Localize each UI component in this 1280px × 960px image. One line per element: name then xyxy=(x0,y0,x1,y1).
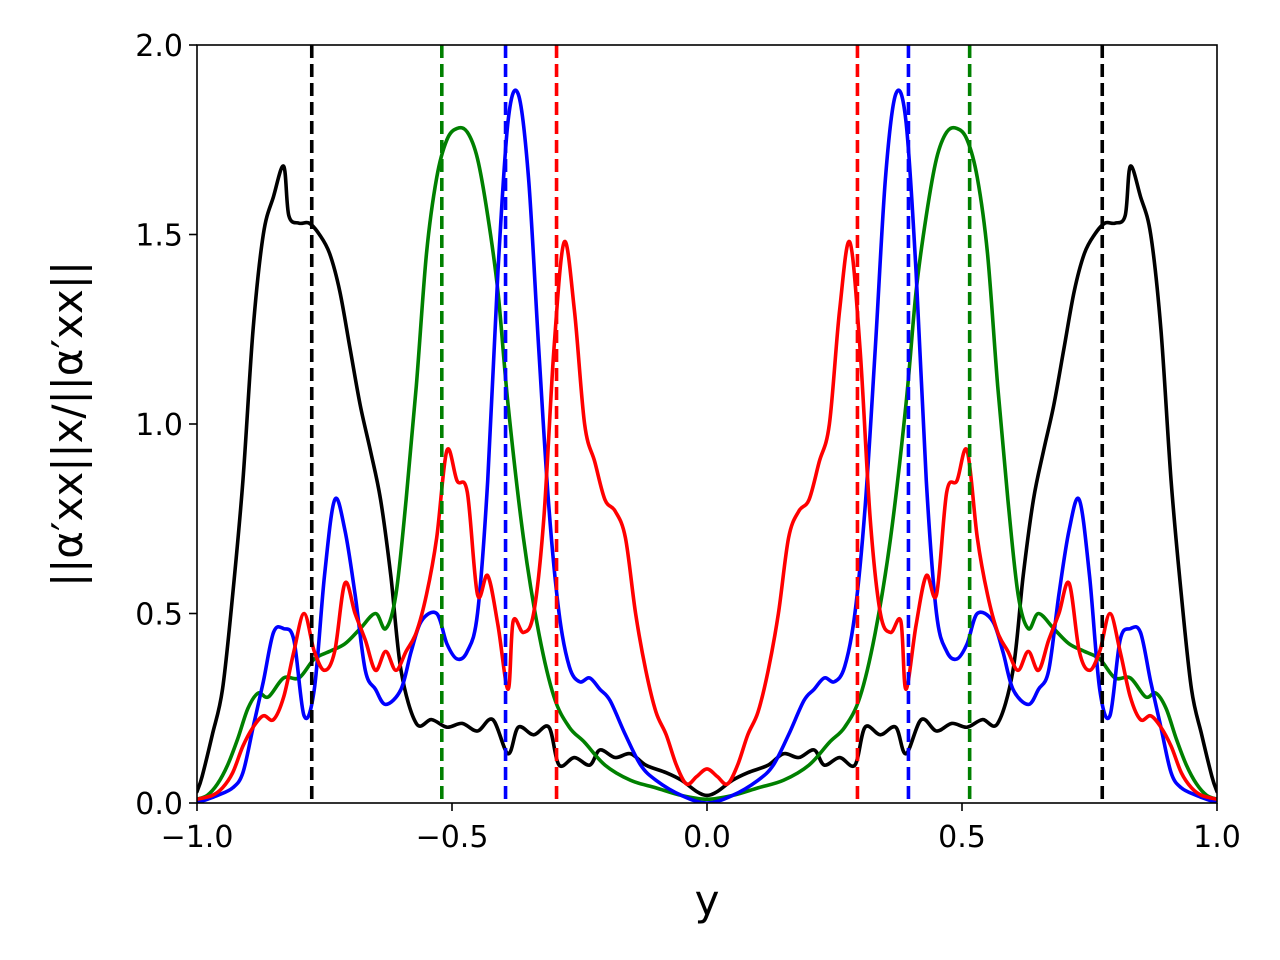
y-tick-label: 1.0 xyxy=(135,408,183,443)
series-line-3 xyxy=(197,88,1217,803)
series-line-4 xyxy=(197,239,1217,802)
y-axis-ticks: 0.0 0.5 1.0 1.5 2.0 xyxy=(135,29,197,822)
y-tick-label: 2.0 xyxy=(135,29,183,64)
y-axis-label: ||α′xx||x/||α′xx|| xyxy=(43,261,92,587)
y-tick-label: 0.5 xyxy=(135,598,183,633)
x-tick-label: 1.0 xyxy=(1193,820,1241,855)
x-axis-ticks: −1.0 −0.5 0.0 0.5 1.0 xyxy=(161,803,1241,855)
series-layer xyxy=(197,45,1217,803)
x-tick-label: −0.5 xyxy=(416,820,489,855)
y-tick-label: 0.0 xyxy=(135,787,183,822)
x-tick-label: 0.5 xyxy=(938,820,986,855)
x-tick-label: −1.0 xyxy=(161,820,234,855)
x-tick-label: 0.0 xyxy=(683,820,731,855)
y-tick-label: 1.5 xyxy=(135,219,183,254)
x-axis-label: y xyxy=(695,876,720,925)
series-line-1 xyxy=(197,164,1217,798)
plot-area xyxy=(197,45,1217,803)
